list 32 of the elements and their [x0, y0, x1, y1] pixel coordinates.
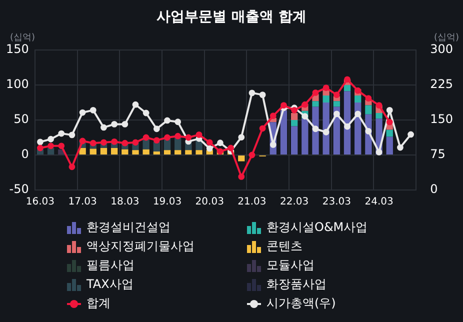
legend-label: 필름사업 [86, 257, 134, 274]
legend-label: 시가총액(우) [266, 295, 336, 312]
legend-label: 합계 [86, 295, 110, 312]
x-tick-label: 20.03 [195, 196, 224, 208]
y-tick-label: 100 [6, 77, 29, 92]
x-tick-label: 17.03 [68, 196, 97, 208]
x-tick-label: 16.03 [26, 196, 55, 208]
legend-label: 액상지정폐기물사업 [86, 238, 194, 255]
x-tick-label: 21.03 [238, 196, 266, 208]
x-tick-label: 19.03 [152, 196, 182, 208]
y-tick-label: 0 [21, 147, 29, 162]
y2-tick-label: 225 [430, 77, 453, 92]
y-tick-label: 150 [6, 42, 29, 56]
y-tick-label: 50 [14, 112, 29, 126]
x-tick-label: 24.03 [364, 196, 394, 208]
text: (십억) [434, 32, 459, 43]
legend-label: TAX사업 [86, 276, 134, 293]
x-tick-label: 23.03 [322, 196, 351, 208]
legend-label: 콘텐츠 [266, 238, 302, 255]
legend-label: 환경시설O&M사업 [266, 219, 368, 236]
y2-tick-label: 300 [430, 42, 453, 56]
text: (십억) [10, 32, 36, 43]
legend-label: 모듈사업 [266, 257, 314, 274]
y2-tick-label: 150 [430, 112, 453, 126]
x-tick-label: 22.03 [280, 196, 309, 208]
y2-tick-label: 0 [430, 182, 438, 196]
chart-title: 사업부문별 매출액 합계 [156, 8, 308, 27]
legend-label: 환경설비건설업 [86, 219, 170, 236]
legend-label: 화장품사업 [266, 276, 326, 293]
y2-tick-label: 75 [430, 147, 446, 162]
x-tick-label: 18.03 [110, 196, 140, 208]
y-tick-label: -50 [9, 182, 29, 196]
